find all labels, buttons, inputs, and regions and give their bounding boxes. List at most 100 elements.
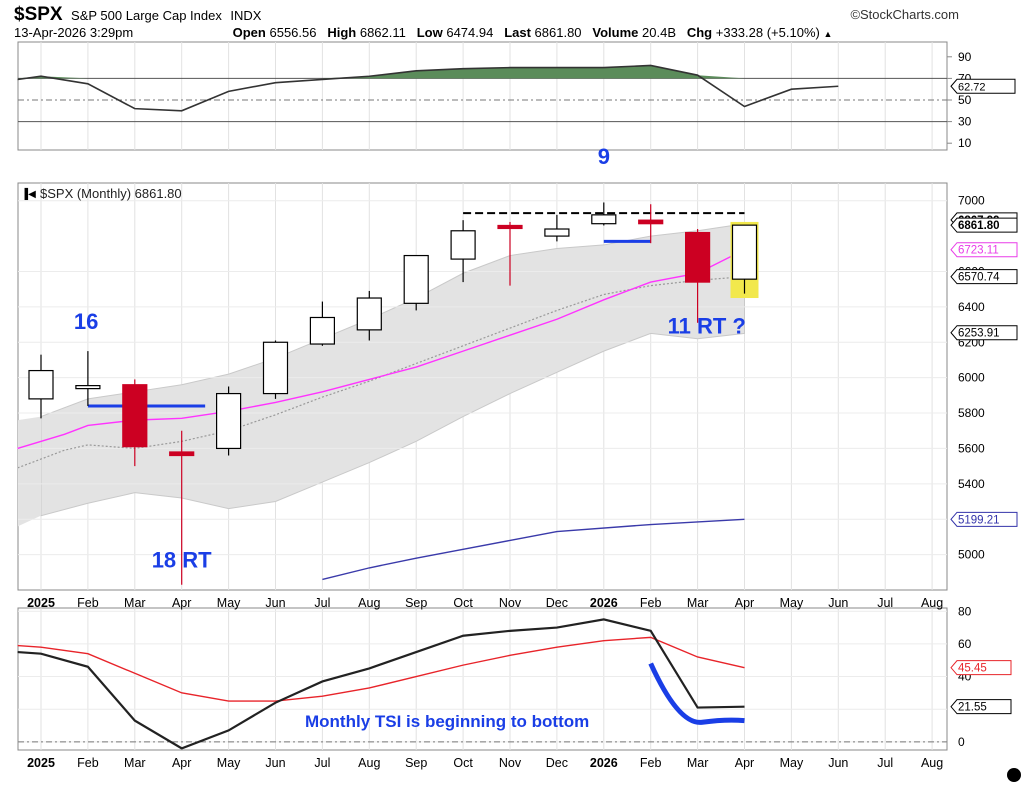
candle-body	[169, 451, 195, 457]
bottoming-arc	[648, 662, 745, 725]
value-tag-box	[950, 242, 1018, 258]
value-tag-box	[950, 660, 1012, 676]
y-tick-label: 5000	[958, 548, 985, 562]
value-tag: 45.45	[958, 663, 987, 675]
chart-menu-icon: ▐◀	[21, 187, 36, 201]
value-tag: 6253.91	[958, 328, 1000, 340]
x-tick-label: Mar	[124, 596, 146, 610]
candle-body	[544, 228, 570, 237]
x-tick-label: 2026	[590, 596, 618, 610]
candle-body	[309, 316, 335, 345]
x-tick-label: Aug	[358, 756, 380, 770]
tsi-line	[17, 618, 745, 750]
x-tick-label: Mar	[124, 756, 146, 770]
quote-open: Open 6556.56	[232, 25, 317, 40]
x-tick-label: Apr	[172, 756, 191, 770]
candle-body	[356, 297, 382, 331]
quote-change: Chg +333.28 (+5.10%)	[686, 25, 820, 40]
candle-body	[122, 384, 148, 448]
wave-count-annotation: 16	[74, 309, 98, 334]
candle-body	[216, 392, 242, 450]
value-tag-box	[950, 699, 1012, 715]
chart-header: $SPX S&P 500 Large Cap Index INDX ©Stock…	[14, 4, 959, 25]
x-tick-label: Aug	[921, 756, 943, 770]
y-tick-label: 90	[958, 50, 972, 64]
y-tick-label: 80	[958, 604, 972, 618]
cursor-dot-icon	[1007, 768, 1021, 782]
quote-low: Low 6474.94	[416, 25, 494, 40]
exchange: INDX	[230, 8, 262, 23]
x-tick-label: May	[780, 756, 804, 770]
x-tick-label: Feb	[77, 756, 99, 770]
value-tag-box	[950, 269, 1018, 285]
candle-body	[591, 214, 617, 225]
candle-body	[450, 230, 476, 260]
wave-count-annotation: 18 RT	[152, 548, 212, 573]
price-band-extension	[18, 416, 41, 527]
tsi-signal-line	[17, 636, 745, 702]
quote-datetime: 13-Apr-2026 3:29pm	[14, 25, 134, 40]
x-tick-label: Jun	[828, 756, 848, 770]
x-tick-label: Jul	[877, 756, 893, 770]
x-tick-label: Aug	[921, 596, 943, 610]
y-tick-label: 5400	[958, 477, 985, 491]
value-tag-box	[950, 325, 1018, 341]
value-tag: 5199.21	[958, 514, 1000, 526]
x-tick-label: Jul	[314, 756, 330, 770]
x-tick-label: Jun	[265, 596, 285, 610]
x-tick-label: Nov	[499, 756, 522, 770]
y-tick-label: 7000	[958, 194, 985, 208]
value-tag-box	[950, 78, 1016, 94]
index-name: S&P 500 Large Cap Index	[71, 8, 222, 23]
x-tick-label: Sep	[405, 596, 427, 610]
candle-body	[75, 385, 101, 390]
y-tick-label: 5600	[958, 441, 985, 455]
x-tick-label: May	[217, 756, 241, 770]
y-tick-label: 50	[958, 93, 972, 107]
x-tick-label: 2025	[27, 756, 55, 770]
candle-body	[497, 224, 523, 230]
x-tick-label: 2026	[590, 756, 618, 770]
quote-last: Last 6861.80	[504, 25, 582, 40]
x-tick-label: Sep	[405, 756, 427, 770]
candle-body	[28, 369, 54, 400]
x-tick-label: Dec	[546, 756, 568, 770]
quote-volume: Volume 20.4B	[592, 25, 676, 40]
wave-count-annotation: 11 RT ?	[668, 313, 746, 338]
moving-average-mid	[17, 276, 745, 469]
x-tick-label: Apr	[735, 756, 754, 770]
wave-count-annotation: 9	[598, 144, 610, 169]
x-tick-label: Oct	[453, 596, 473, 610]
up-arrow-icon: ▲	[823, 29, 833, 39]
quote-high: High 6862.11	[327, 25, 406, 40]
value-tag-box	[950, 217, 1018, 233]
x-tick-label: Mar	[687, 756, 709, 770]
x-tick-label: Jun	[265, 756, 285, 770]
quote-bar: 13-Apr-2026 3:29pm Open 6556.56 High 686…	[14, 25, 959, 41]
value-tag: 62.72	[958, 81, 986, 93]
indicator-line	[17, 64, 839, 112]
moving-average-fast	[17, 249, 745, 450]
x-tick-label: Dec	[546, 596, 568, 610]
overbought-area	[17, 65, 839, 79]
x-tick-label: Feb	[640, 756, 662, 770]
y-tick-label: 10	[958, 136, 972, 150]
x-tick-label: 2025	[27, 596, 55, 610]
brand-logo: ©StockCharts.com	[850, 7, 959, 22]
value-tag: 6570.74	[958, 272, 1000, 284]
x-tick-label: May	[217, 596, 241, 610]
x-tick-label: Aug	[358, 596, 380, 610]
panel-frame	[17, 41, 948, 151]
panel-frame	[17, 607, 948, 751]
candle-body	[262, 341, 289, 395]
price-title: $SPX (Monthly) 6861.80	[40, 186, 182, 201]
x-tick-label: Mar	[687, 596, 709, 610]
x-tick-label: Jul	[314, 596, 330, 610]
moving-average-slow	[322, 518, 745, 581]
x-tick-label: May	[780, 596, 804, 610]
value-tag: 21.55	[958, 702, 987, 714]
candle-body	[403, 254, 429, 304]
y-tick-label: 6400	[958, 300, 985, 314]
y-tick-label: 6000	[958, 371, 985, 385]
